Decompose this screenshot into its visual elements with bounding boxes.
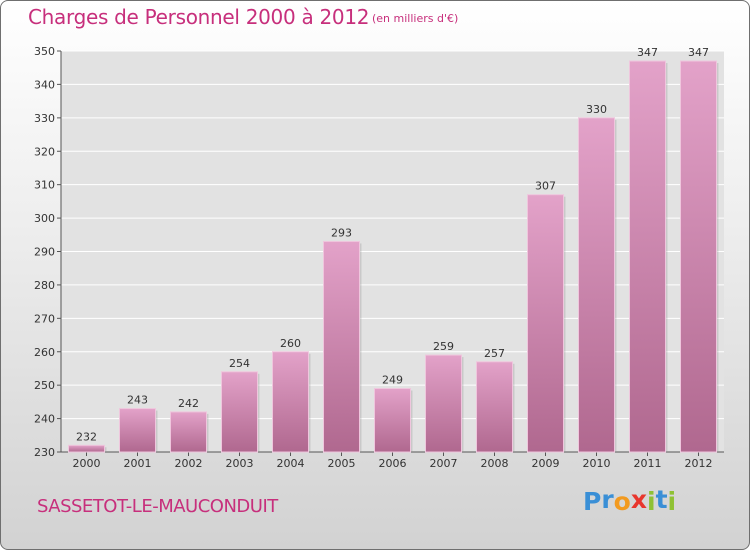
bar-2006 xyxy=(374,388,411,453)
y-tick-label: 350 xyxy=(34,45,55,58)
x-tick-label: 2008 xyxy=(481,457,509,470)
labels: 232 243 242 254 260 293 249 259 257 307 330 347 347 xyxy=(76,46,709,443)
value-label: 249 xyxy=(382,374,403,387)
bar-2004 xyxy=(272,351,309,453)
bar-2002 xyxy=(170,411,207,453)
value-label: 260 xyxy=(280,337,301,350)
value-label: 243 xyxy=(127,394,148,407)
value-label: 347 xyxy=(688,46,709,59)
bar-2005 xyxy=(323,240,360,453)
y-tick-label: 250 xyxy=(34,379,55,392)
x-tick-label: 2003 xyxy=(226,457,254,470)
bar-2003 xyxy=(221,371,258,453)
x-tick-label: 2006 xyxy=(379,457,407,470)
logo-letter: t xyxy=(655,485,668,514)
value-label: 307 xyxy=(535,180,556,193)
y-tick-label: 280 xyxy=(34,279,55,292)
x-tick-label: 2010 xyxy=(583,457,611,470)
x-tick-label: 2002 xyxy=(175,457,203,470)
commune-name: SASSETOT-LE-MAUCONDUIT xyxy=(37,496,278,517)
bars xyxy=(68,60,719,453)
bar-2010 xyxy=(578,117,615,453)
x-tick-label: 2009 xyxy=(532,457,560,470)
x-tick-label: 2011 xyxy=(634,457,662,470)
chart-subtitle: (en milliers d'€) xyxy=(372,12,459,25)
x-tick-label: 2007 xyxy=(430,457,458,470)
chart-title: Charges de Personnel 2000 à 2012 xyxy=(28,5,370,29)
bar-2000 xyxy=(68,444,105,453)
y-tick-label: 290 xyxy=(34,246,55,259)
value-label: 232 xyxy=(76,430,97,443)
bar-2008 xyxy=(476,361,513,453)
logo-letter: i xyxy=(667,487,677,516)
value-label: 259 xyxy=(433,340,454,353)
bar-2011 xyxy=(629,60,666,453)
y-tick-label: 230 xyxy=(34,446,55,459)
x-tick-label: 2005 xyxy=(328,457,356,470)
y-tick-label: 260 xyxy=(34,346,55,359)
y-tick-label: 240 xyxy=(34,413,55,426)
bar-2009 xyxy=(527,194,564,453)
y-tick-label: 270 xyxy=(34,312,55,325)
value-label: 293 xyxy=(331,226,352,239)
value-label: 254 xyxy=(229,357,250,370)
logo-letter: P xyxy=(583,487,602,516)
y-tick-label: 320 xyxy=(34,145,55,158)
axes: 230 240 250 260 270 280 290 300 310 320 330 340 350 2… xyxy=(34,45,724,470)
logo-letter: x xyxy=(630,485,647,514)
x-tick-label: 2001 xyxy=(124,457,152,470)
logo-letter: i xyxy=(647,487,656,516)
logo-letter: r xyxy=(601,485,614,514)
y-tick-label: 300 xyxy=(34,212,55,225)
value-label: 242 xyxy=(178,397,199,410)
x-tick-label: 2000 xyxy=(73,457,101,470)
bar-2012 xyxy=(680,60,717,453)
y-tick-label: 330 xyxy=(34,112,55,125)
y-tick-label: 310 xyxy=(34,179,55,192)
logo-letter: o xyxy=(613,487,631,516)
x-tick-label: 2012 xyxy=(685,457,713,470)
y-tick-label: 340 xyxy=(34,78,55,91)
value-label: 330 xyxy=(586,103,607,116)
x-tick-label: 2004 xyxy=(277,457,305,470)
bar-2001 xyxy=(119,408,156,453)
bar-2007 xyxy=(425,354,462,453)
value-label: 257 xyxy=(484,347,505,360)
proxiti-logo: Proxiti xyxy=(583,485,677,516)
value-label: 347 xyxy=(637,46,658,59)
